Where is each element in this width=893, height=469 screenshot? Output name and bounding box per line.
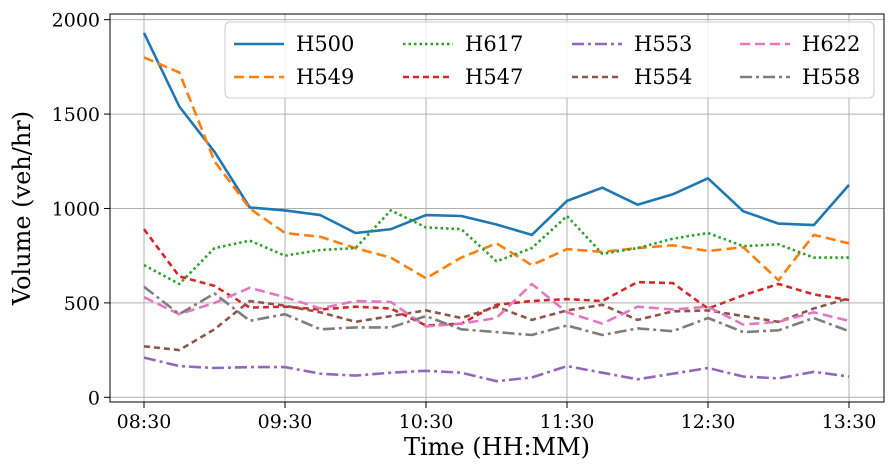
y-tick-label: 0: [88, 387, 100, 409]
x-tick-label: 12:30: [681, 411, 736, 433]
legend-label-h549: H549: [296, 65, 354, 89]
series-line-h553: [143, 356, 850, 383]
legend-label-h622: H622: [802, 32, 860, 56]
series-line-h622: [143, 282, 850, 328]
series-line-h549: [143, 56, 850, 282]
y-axis-ticks: 0 500 1000 1500 2000: [52, 10, 110, 409]
legend-label-h617: H617: [465, 32, 523, 56]
x-tick-label: 10:30: [399, 411, 454, 433]
x-tick-label: 08:30: [117, 411, 172, 433]
y-axis-label: Volume (veh/hr): [8, 111, 36, 306]
x-tick-label: 13:30: [822, 411, 877, 433]
y-tick-label: 500: [64, 293, 100, 315]
legend-label-h554: H554: [634, 65, 692, 89]
y-tick-label: 2000: [52, 10, 100, 32]
series-line-h547: [142, 228, 850, 327]
series-line-h554: [143, 296, 850, 352]
x-axis-ticks: 08:30 09:30 10:30 11:30 12:30 13:30: [117, 402, 877, 433]
series-line-h617: [143, 209, 849, 286]
x-tick-label: 11:30: [540, 411, 595, 433]
legend-label-h558: H558: [802, 65, 860, 89]
y-tick-label: 1000: [52, 198, 100, 220]
x-tick-label: 09:30: [258, 411, 313, 433]
x-axis-label: Time (HH:MM): [404, 433, 590, 461]
legend-box: [224, 21, 875, 99]
series-line-h500: [142, 32, 850, 237]
y-tick-label: 1500: [52, 104, 100, 126]
legend-label-h547: H547: [465, 65, 523, 89]
series-line-h558: [143, 285, 850, 337]
series-lines: [142, 32, 850, 383]
legend: H500 H549 H617 H547 H553 H554 H622 H558: [224, 21, 875, 99]
legend-label-h553: H553: [634, 32, 692, 56]
legend-label-h500: H500: [296, 32, 354, 56]
